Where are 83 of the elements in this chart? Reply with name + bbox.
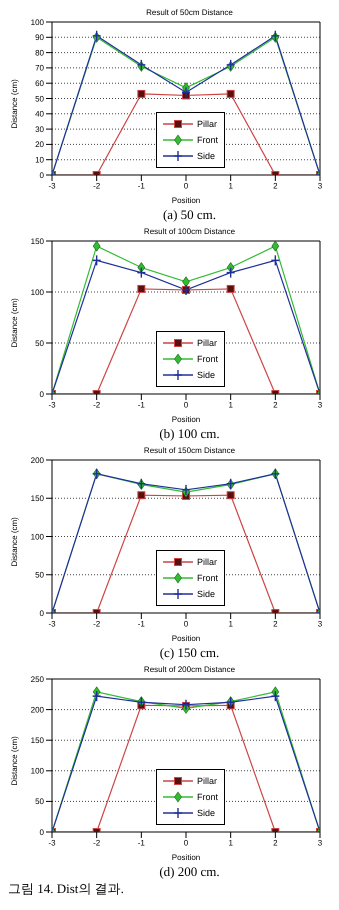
text: (a) 50 cm.: [162, 207, 218, 223]
x-axis-title: Position: [172, 853, 200, 862]
x-tick-label: -3: [48, 620, 56, 629]
legend-label: Side: [197, 370, 216, 380]
legend-label: Pillar: [197, 338, 218, 348]
y-tick-label: 0: [40, 608, 45, 618]
x-tick-label: 0: [184, 620, 189, 629]
x-tick-label: 2: [273, 182, 278, 191]
y-tick-label: 10: [35, 156, 45, 165]
x-tick-label: 3: [318, 620, 323, 629]
legend-label: Front: [197, 573, 218, 583]
y-tick-label: 200: [30, 456, 45, 465]
x-tick-label: -1: [138, 620, 146, 629]
y-tick-label: 40: [35, 110, 45, 119]
y-tick-label: 90: [35, 33, 45, 42]
y-tick-label: 0: [40, 170, 45, 180]
x-tick-label: 1: [228, 400, 234, 410]
x-tick-label: 0: [184, 838, 189, 848]
legend-label: Side: [197, 589, 216, 599]
y-tick-label: 100: [30, 288, 45, 297]
chart-title: Result of 50cm Distance: [145, 8, 234, 17]
y-tick-label: 50: [35, 570, 45, 580]
y-tick-label: 150: [30, 236, 45, 246]
legend-label: Pillar: [197, 776, 218, 786]
y-tick-label: 150: [30, 736, 45, 746]
y-tick-label: 60: [35, 79, 45, 88]
y-tick-label: 0: [40, 390, 45, 399]
y-tick-label: 50: [35, 94, 45, 104]
x-tick-label: 0: [184, 182, 189, 191]
x-axis-title: Position: [172, 196, 200, 205]
y-tick-label: 100: [30, 532, 45, 542]
legend-label: Side: [197, 808, 216, 818]
x-tick-label: 1: [228, 838, 234, 848]
x-tick-label: -2: [93, 620, 101, 629]
x-tick-label: -2: [93, 838, 101, 848]
text: (d) 200 cm.: [158, 864, 221, 880]
legend-label: Side: [197, 151, 216, 161]
y-tick-label: 100: [30, 766, 45, 776]
legend-label: Pillar: [197, 119, 218, 129]
y-axis-title: Distance (cm): [10, 736, 19, 786]
x-tick-label: -2: [93, 182, 101, 191]
x-tick-label: -3: [48, 838, 56, 848]
x-tick-label: -1: [138, 400, 146, 410]
chart-title: Result of 200cm Distance: [142, 665, 236, 674]
chart-title: Result of 150cm Distance: [142, 446, 236, 455]
x-tick-label: 3: [318, 182, 323, 191]
x-tick-label: -1: [138, 182, 146, 191]
x-tick-label: 2: [273, 838, 278, 848]
x-tick-label: 1: [228, 182, 234, 191]
y-tick-label: 50: [35, 338, 45, 348]
legend-label: Front: [197, 135, 218, 145]
x-tick-label: -2: [93, 400, 101, 410]
y-axis-title: Distance (cm): [10, 78, 19, 128]
x-tick-label: -1: [138, 838, 146, 848]
y-tick-label: 150: [30, 494, 45, 504]
x-tick-label: -3: [48, 400, 56, 410]
y-tick-label: 80: [35, 48, 45, 58]
legend-label: Front: [197, 354, 218, 364]
y-tick-label: 30: [35, 124, 45, 134]
y-tick-label: 70: [35, 64, 45, 73]
y-tick-label: 200: [30, 705, 45, 714]
x-tick-label: 2: [273, 620, 278, 629]
x-tick-label: 0: [184, 400, 189, 410]
y-tick-label: 250: [30, 674, 45, 684]
x-tick-label: 3: [318, 400, 323, 410]
y-tick-label: 20: [35, 140, 45, 150]
y-tick-label: 50: [35, 797, 45, 806]
x-tick-label: 1: [228, 620, 234, 629]
legend-label: Pillar: [197, 557, 218, 567]
x-axis-title: Position: [172, 634, 200, 643]
x-tick-label: 2: [273, 400, 278, 410]
caption: 그림 14. Dist의 결과.: [8, 880, 125, 898]
x-tick-label: -3: [48, 182, 56, 191]
x-tick-label: 3: [318, 838, 323, 848]
x-axis-title: Position: [172, 415, 200, 424]
text: (b) 100 cm.: [158, 426, 221, 442]
y-tick-label: 100: [30, 18, 45, 27]
y-tick-label: 0: [40, 828, 45, 837]
legend-label: Front: [197, 792, 218, 802]
y-axis-title: Distance (cm): [10, 298, 19, 348]
text: (c) 150 cm.: [158, 645, 220, 661]
chart-title: Result of 100cm Distance: [142, 227, 236, 236]
y-axis-title: Distance (cm): [10, 516, 19, 566]
